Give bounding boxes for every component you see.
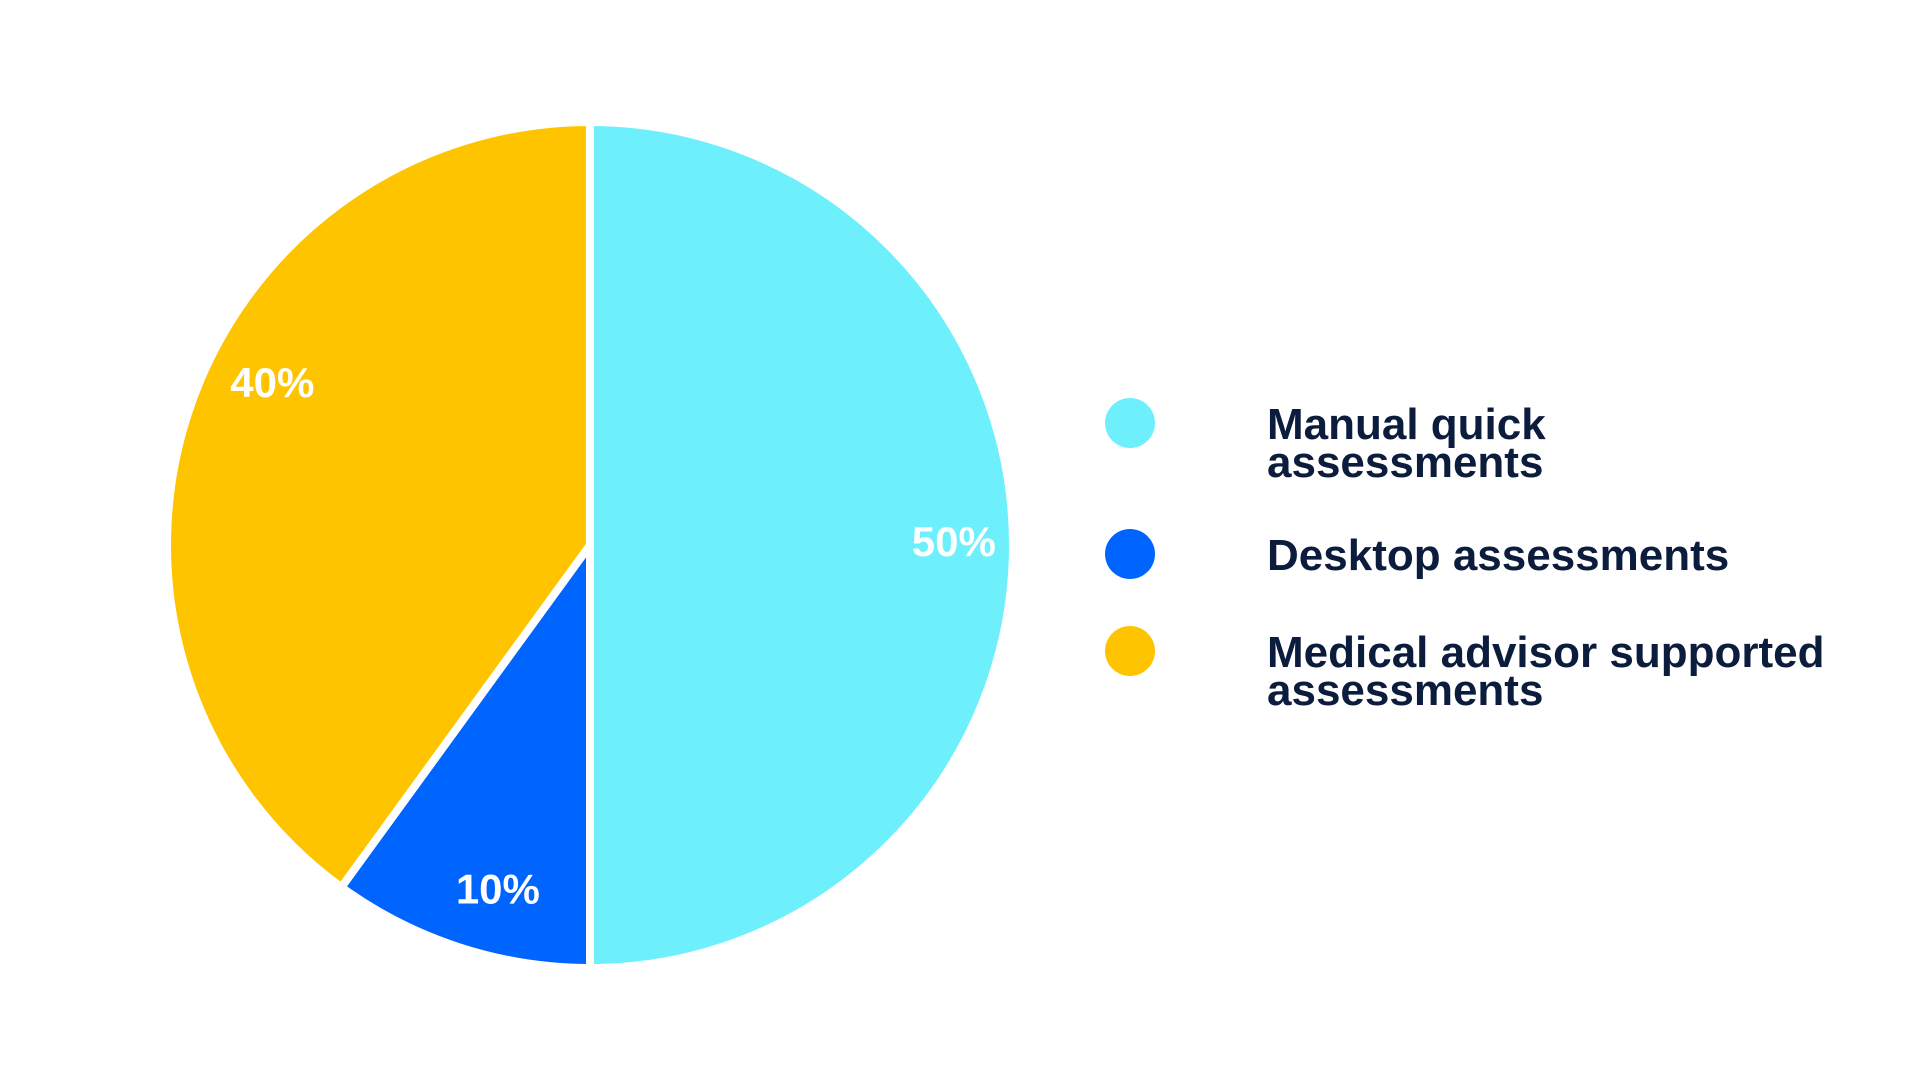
pie-label-medical-advisor: 40% (230, 359, 314, 406)
legend-label-medical-advisor: Medical advisor supported assessments (1267, 628, 1825, 715)
chart-legend: Manual quick assessments Desktop assessm… (1105, 398, 1885, 715)
legend-item-desktop: Desktop assessments (1105, 529, 1885, 579)
pie-slice-medical-advisor (163, 118, 594, 892)
legend-swatch-medical-advisor (1105, 626, 1155, 676)
legend-item-manual-quick: Manual quick assessments (1105, 398, 1885, 487)
pie-label-desktop: 10% (456, 866, 540, 913)
pie-label-manual-quick: 50% (912, 518, 996, 565)
legend-label-desktop: Desktop assessments (1267, 531, 1730, 580)
pie-slice-desktop (337, 541, 594, 972)
legend-item-medical-advisor: Medical advisor supported assessments (1105, 626, 1885, 715)
pie-slice-manual-quick (586, 118, 1017, 972)
legend-swatch-manual-quick (1105, 398, 1155, 448)
legend-label-manual-quick: Manual quick assessments (1267, 400, 1546, 487)
legend-swatch-desktop (1105, 529, 1155, 579)
